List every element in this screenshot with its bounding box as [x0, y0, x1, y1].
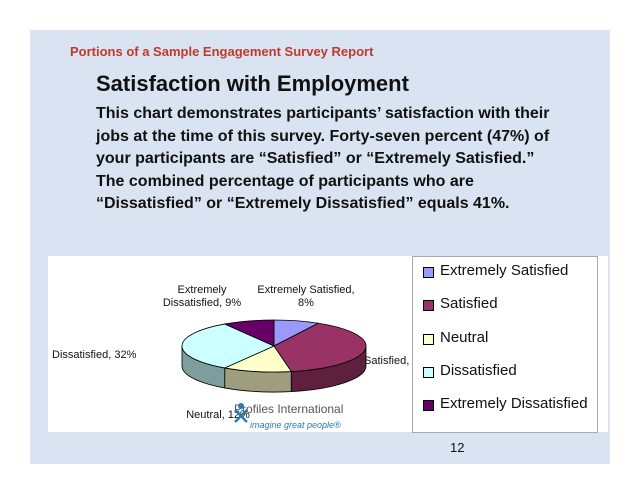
legend-swatch [423, 400, 434, 411]
legend-item: Extremely Satisfied [423, 262, 590, 279]
chart-legend: Extremely Satisfied Satisfied Neutral Di… [412, 256, 598, 433]
legend-item: Neutral [423, 329, 590, 346]
pie-slice [223, 319, 275, 347]
legend-item: Dissatisfied [423, 362, 590, 379]
pie-slice [181, 323, 275, 369]
legend-swatch [423, 300, 434, 311]
legend-label: Extremely Satisfied [440, 262, 569, 279]
pie-data-label: Neutral, 12% [186, 409, 250, 421]
pie-slice [223, 345, 292, 373]
pie-slice [273, 322, 367, 372]
slide: Portions of a Sample Engagement Survey R… [30, 30, 610, 464]
pie-data-label: Extremely Satisfied, 8% [257, 284, 354, 309]
person-icon [234, 403, 248, 423]
legend-item: Extremely Dissatisfied [423, 395, 590, 412]
company-logo: Profiles International imagine great peo… [234, 402, 374, 432]
legend-swatch [423, 334, 434, 345]
pie-chart: Extremely Satisfied,8% Satisfied, 39% Neut… [52, 284, 412, 421]
pie-data-label: Satisfied, 39% [364, 355, 412, 367]
logo-tagline: imagine great people® [250, 420, 341, 430]
body-text: This chart demonstrates participants’ sa… [96, 105, 550, 212]
legend-label: Satisfied [440, 295, 498, 312]
chart-panel: Extremely Satisfied,8% Satisfied, 39% Neut… [48, 256, 608, 433]
section-header: Portions of a Sample Engagement Survey R… [70, 44, 374, 59]
pie-data-label: Dissatisfied, 32% [52, 349, 137, 361]
logo-name: Profiles International [234, 402, 344, 416]
legend-item: Satisfied [423, 295, 590, 312]
legend-swatch [423, 267, 434, 278]
page-title: Satisfaction with Employment [96, 71, 409, 96]
pie-data-label: Extremely Dissatisfied, 9% [163, 284, 241, 309]
legend-label: Dissatisfied [440, 362, 517, 379]
legend-swatch [423, 367, 434, 378]
legend-label: Extremely Dissatisfied [440, 395, 588, 412]
legend-label: Neutral [440, 329, 489, 346]
page-number: 12 [450, 440, 465, 455]
